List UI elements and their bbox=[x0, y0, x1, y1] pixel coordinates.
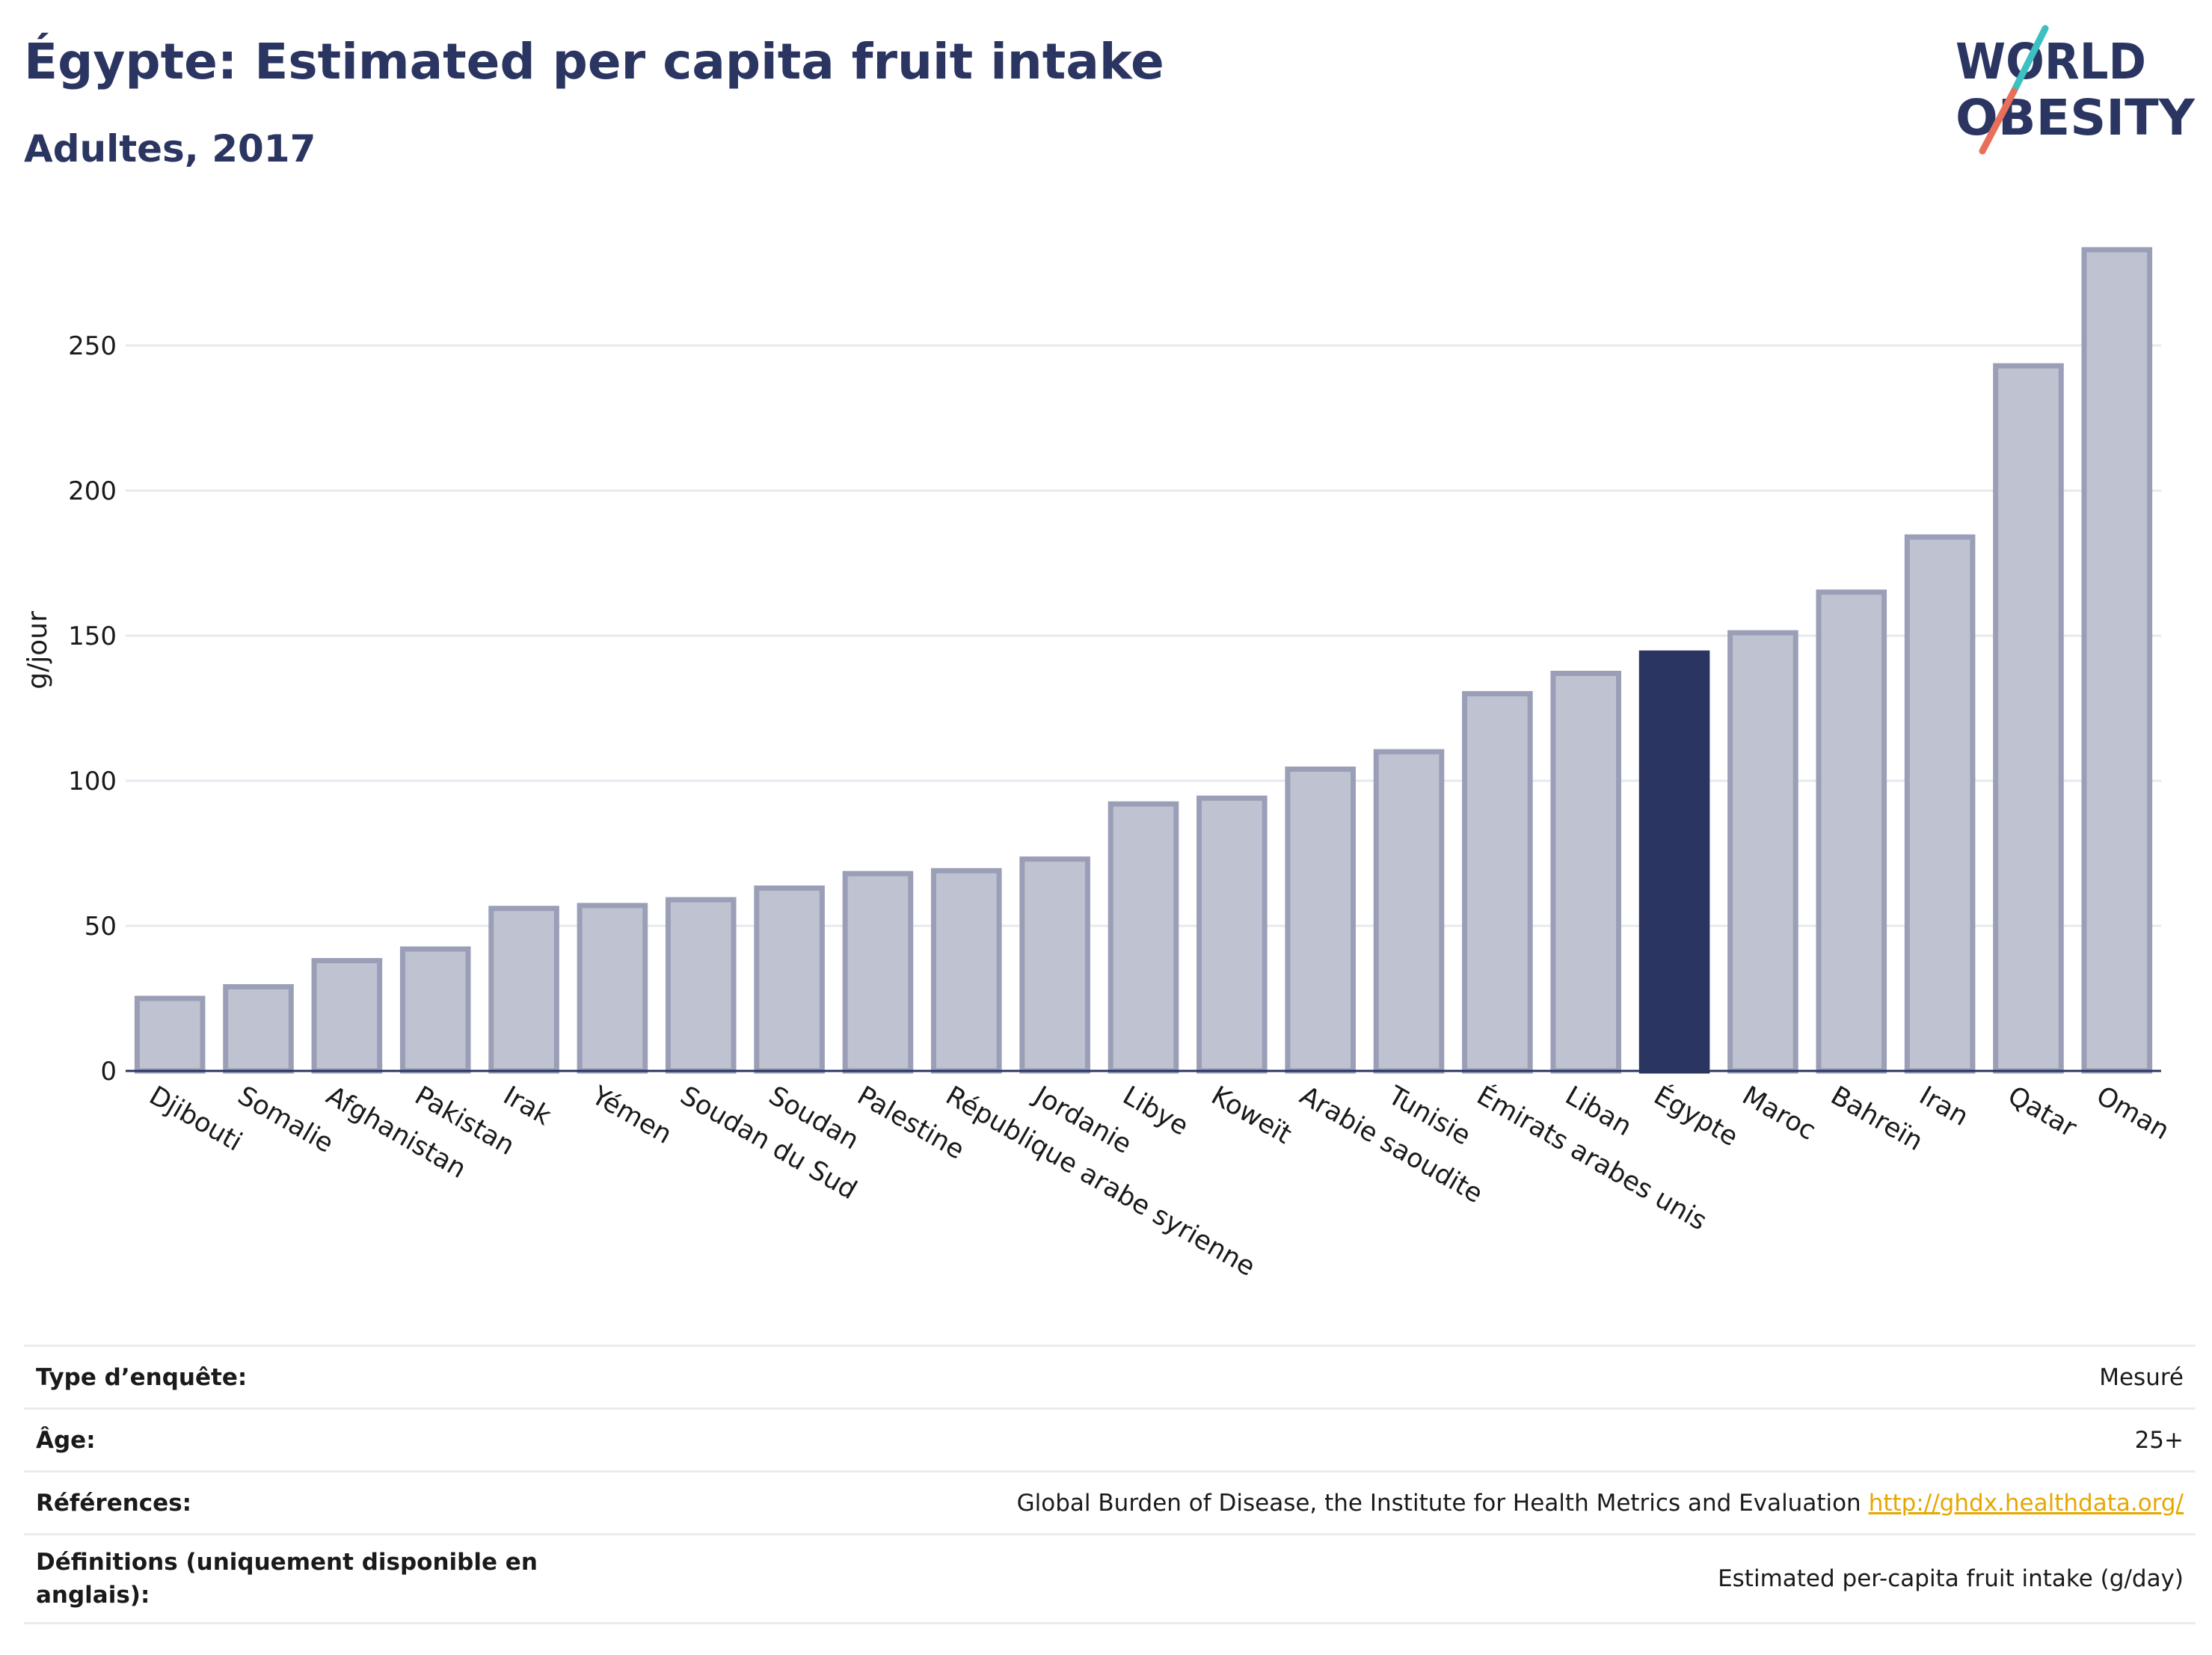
info-label: Références: bbox=[36, 1489, 192, 1517]
info-value: 25+ bbox=[2134, 1426, 2184, 1454]
x-tick-label: Qatar bbox=[2003, 1081, 2082, 1143]
x-tick-label: Koweït bbox=[1206, 1081, 1297, 1150]
x-tick-label: Égypte bbox=[1649, 1079, 1744, 1152]
y-tick-label: 100 bbox=[68, 767, 117, 796]
bar bbox=[577, 903, 648, 1074]
info-label: Âge: bbox=[36, 1426, 96, 1454]
info-row-age: Âge: 25+ bbox=[24, 1407, 2196, 1470]
y-tick-labels: 0 50 100 150 200 250 bbox=[68, 331, 117, 1087]
bar bbox=[842, 871, 914, 1074]
reference-link[interactable]: http://ghdx.healthdata.org/ bbox=[1868, 1489, 2184, 1517]
y-tick-label: 50 bbox=[85, 912, 117, 942]
info-row-references: Références: Global Burden of Disease, th… bbox=[24, 1470, 2196, 1533]
info-row-survey-type: Type d’enquête: Mesuré bbox=[24, 1345, 2196, 1407]
bar bbox=[1107, 801, 1179, 1074]
y-tick-label: 150 bbox=[68, 621, 117, 651]
bar bbox=[1904, 534, 1976, 1074]
info-value: Mesuré bbox=[2099, 1363, 2184, 1391]
y-axis-title: g/jour bbox=[22, 611, 53, 690]
world-obesity-logo: WORLD OBESITY bbox=[1956, 22, 2196, 157]
y-tick-label: 200 bbox=[68, 476, 117, 506]
y-tick-label: 0 bbox=[100, 1057, 117, 1087]
bar bbox=[1285, 766, 1356, 1074]
bar bbox=[1019, 856, 1090, 1074]
bar bbox=[1816, 589, 1887, 1074]
bar bbox=[1373, 749, 1445, 1074]
chart-subtitle: Adultes, 2017 bbox=[24, 127, 316, 171]
bar bbox=[223, 983, 294, 1074]
bar bbox=[1196, 795, 1268, 1074]
bar-chart: 0 50 100 150 200 250 DjiboutiSomalieAfghanist… bbox=[22, 247, 2175, 1283]
bar bbox=[1462, 691, 1533, 1074]
bar bbox=[665, 897, 737, 1074]
info-value-group: Global Burden of Disease, the Institute … bbox=[1017, 1487, 2184, 1520]
bar-highlight bbox=[1638, 650, 1710, 1074]
x-tick-label: Oman bbox=[2091, 1081, 2174, 1146]
x-tick-label: Maroc bbox=[1737, 1081, 1821, 1146]
info-value: Estimated per-capita fruit intake (g/day… bbox=[1718, 1565, 2184, 1592]
bar bbox=[399, 946, 471, 1074]
y-tick-label: 250 bbox=[68, 331, 117, 361]
bar bbox=[1727, 630, 1798, 1074]
logo-slash-coral bbox=[1979, 87, 2018, 155]
bars bbox=[134, 247, 2153, 1074]
reference-text: Global Burden of Disease, the Institute … bbox=[1016, 1489, 1861, 1517]
bar bbox=[1550, 670, 1622, 1074]
info-label: Définitions (uniquement disponible en an… bbox=[36, 1549, 538, 1609]
chart-title: Égypte: Estimated per capita fruit intak… bbox=[24, 33, 1164, 90]
info-row-definitions: Définitions (uniquement disponible en an… bbox=[24, 1533, 2196, 1624]
info-table: Type d’enquête: Mesuré Âge: 25+ Référenc… bbox=[24, 1345, 2196, 1624]
x-tick-label: Iran bbox=[1914, 1081, 1973, 1132]
x-tick-label: Djibouti bbox=[144, 1081, 247, 1157]
bar bbox=[754, 885, 825, 1074]
bar bbox=[134, 995, 206, 1074]
x-tick-label: Irak bbox=[498, 1081, 556, 1132]
x-tick-label: Somalie bbox=[233, 1081, 338, 1159]
bar bbox=[311, 958, 383, 1074]
bar bbox=[931, 868, 1002, 1074]
x-tick-label: Yémen bbox=[586, 1081, 677, 1150]
x-tick-label: Bahreïn bbox=[1825, 1081, 1928, 1157]
x-tick-label: République arabe syrienne bbox=[941, 1081, 1260, 1283]
info-label: Type d’enquête: bbox=[36, 1363, 248, 1391]
svg-text:WORLD: WORLD bbox=[1956, 33, 2146, 90]
bar bbox=[488, 906, 559, 1074]
svg-text:OBESITY: OBESITY bbox=[1956, 89, 2195, 147]
bar bbox=[2081, 247, 2153, 1074]
logo-slash-teal bbox=[2010, 25, 2049, 95]
bar bbox=[1993, 363, 2064, 1074]
